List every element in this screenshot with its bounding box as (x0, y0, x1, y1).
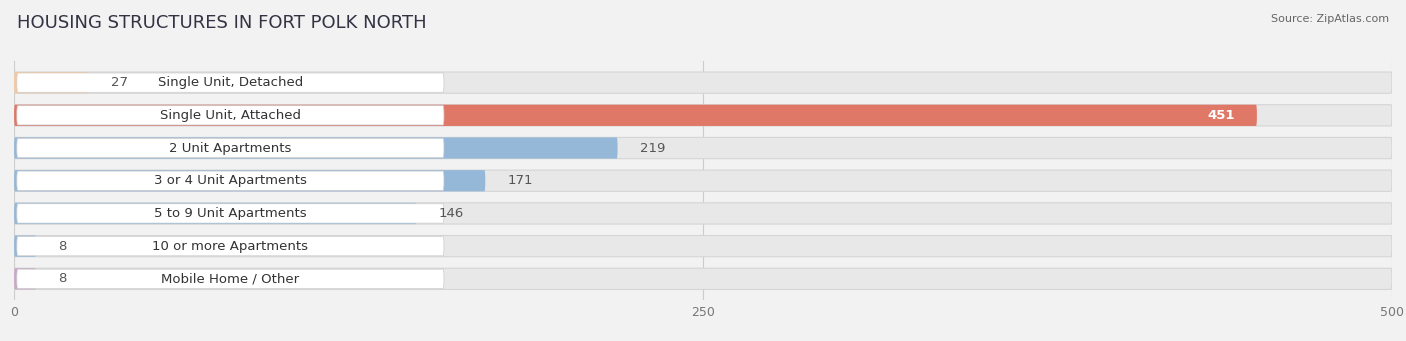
FancyBboxPatch shape (17, 106, 444, 125)
Text: 219: 219 (640, 142, 665, 154)
FancyBboxPatch shape (17, 73, 444, 92)
FancyBboxPatch shape (14, 170, 1392, 191)
Text: 5 to 9 Unit Apartments: 5 to 9 Unit Apartments (155, 207, 307, 220)
FancyBboxPatch shape (17, 204, 444, 223)
FancyBboxPatch shape (14, 203, 1392, 224)
Text: 451: 451 (1208, 109, 1234, 122)
Text: 8: 8 (58, 240, 66, 253)
Text: 146: 146 (439, 207, 464, 220)
Text: HOUSING STRUCTURES IN FORT POLK NORTH: HOUSING STRUCTURES IN FORT POLK NORTH (17, 14, 426, 32)
Text: 2 Unit Apartments: 2 Unit Apartments (169, 142, 291, 154)
Text: Mobile Home / Other: Mobile Home / Other (162, 272, 299, 285)
FancyBboxPatch shape (17, 138, 444, 158)
FancyBboxPatch shape (14, 105, 1392, 126)
FancyBboxPatch shape (14, 170, 485, 191)
FancyBboxPatch shape (14, 105, 1257, 126)
FancyBboxPatch shape (14, 203, 416, 224)
Text: 171: 171 (508, 174, 533, 187)
Text: Single Unit, Detached: Single Unit, Detached (157, 76, 304, 89)
FancyBboxPatch shape (14, 236, 37, 257)
Text: Source: ZipAtlas.com: Source: ZipAtlas.com (1271, 14, 1389, 24)
Text: 10 or more Apartments: 10 or more Apartments (152, 240, 308, 253)
FancyBboxPatch shape (14, 72, 1392, 93)
FancyBboxPatch shape (14, 268, 37, 290)
FancyBboxPatch shape (17, 171, 444, 190)
FancyBboxPatch shape (17, 236, 444, 256)
FancyBboxPatch shape (14, 72, 89, 93)
FancyBboxPatch shape (14, 137, 617, 159)
Text: 3 or 4 Unit Apartments: 3 or 4 Unit Apartments (153, 174, 307, 187)
FancyBboxPatch shape (17, 269, 444, 288)
FancyBboxPatch shape (14, 137, 1392, 159)
Text: 27: 27 (111, 76, 128, 89)
FancyBboxPatch shape (14, 268, 1392, 290)
Text: Single Unit, Attached: Single Unit, Attached (160, 109, 301, 122)
FancyBboxPatch shape (14, 236, 1392, 257)
Text: 8: 8 (58, 272, 66, 285)
